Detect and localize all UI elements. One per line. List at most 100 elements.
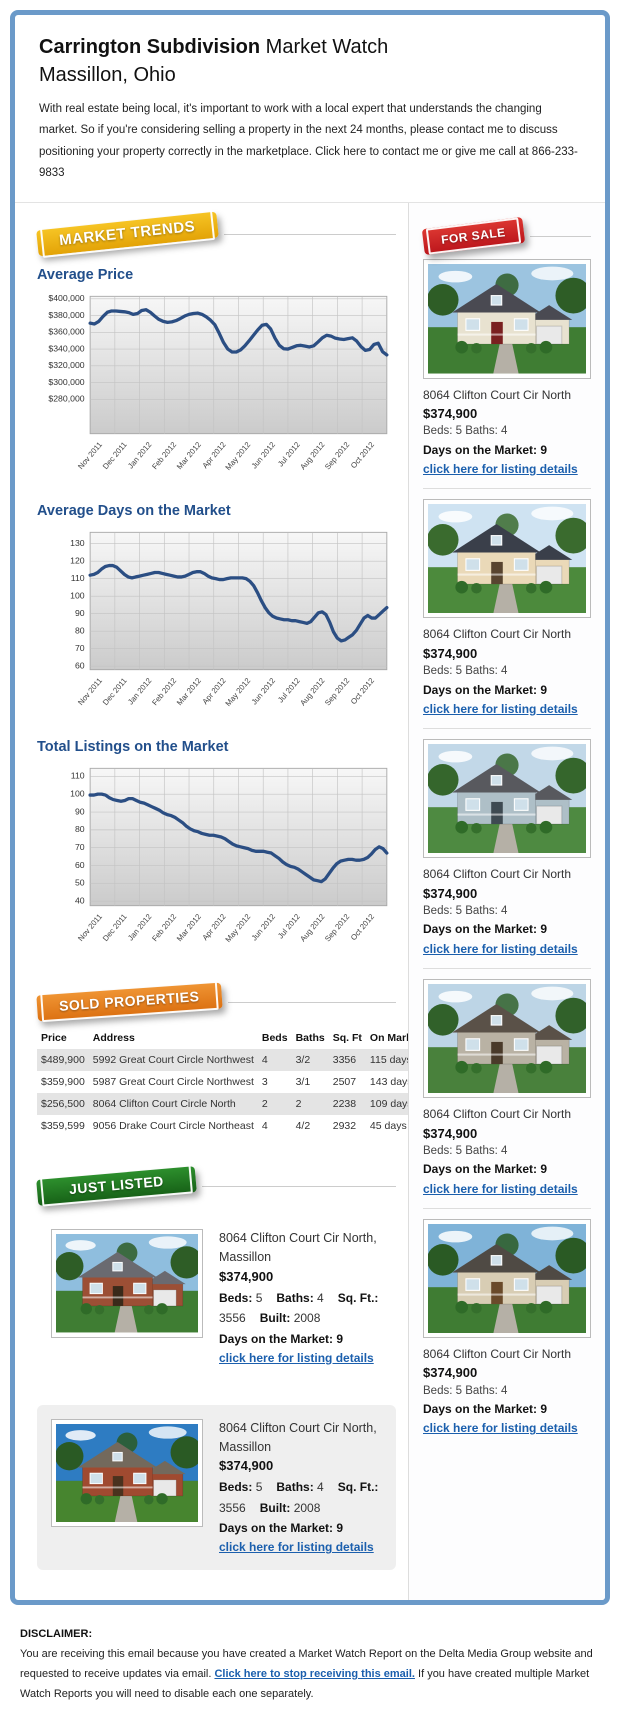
for-sale-section-header: FOR SALE	[421, 217, 591, 256]
market-trends-section-header: MARKET TRENDS	[36, 209, 396, 258]
col-address: Address	[92, 1032, 135, 1045]
svg-text:80: 80	[75, 825, 85, 835]
sold-table-cell: 4	[261, 1054, 268, 1067]
subdivision-name: Carrington Subdivision	[39, 36, 261, 58]
unsubscribe-link[interactable]: Click here to stop receiving this email.	[214, 1668, 415, 1681]
svg-text:Dec 2011: Dec 2011	[101, 676, 129, 707]
svg-text:70: 70	[75, 643, 85, 653]
svg-text:Sep 2012: Sep 2012	[323, 440, 351, 471]
sold-table-cell: 2932	[332, 1120, 357, 1133]
city-state: Massillon, Ohio	[39, 64, 176, 86]
svg-text:Jul 2012: Jul 2012	[276, 440, 302, 468]
listing-spec: Beds: 5	[219, 1290, 263, 1305]
svg-text:110: 110	[71, 573, 85, 583]
listing-details-link[interactable]: click here for listing details	[219, 1350, 374, 1365]
svg-text:120: 120	[70, 556, 85, 566]
sold-properties-badge: SOLD PROPERTIES	[36, 980, 223, 1023]
svg-text:$300,000: $300,000	[48, 377, 84, 387]
svg-text:Jul 2012: Jul 2012	[276, 913, 302, 941]
listing-details-link[interactable]: click here for listing details	[423, 461, 578, 476]
listing-photo[interactable]	[423, 1218, 591, 1339]
page-title: Carrington Subdivision Market Watch Mass…	[39, 33, 581, 89]
listing-spec: Beds: 5	[219, 1480, 263, 1495]
listing-details-link[interactable]: click here for listing details	[423, 1421, 578, 1436]
listing-photo[interactable]	[51, 1229, 203, 1338]
for-sale-badge: FOR SALE	[421, 217, 525, 256]
svg-text:Jun 2012: Jun 2012	[250, 676, 277, 706]
svg-text:100: 100	[70, 591, 85, 601]
total-listings-chart: 40 50 60 70 80 90 100 110 Nov 2011 Dec 2011 Jan 20…	[37, 761, 396, 955]
sold-table-cell: 3	[261, 1076, 268, 1089]
sold-table-cell: 9056 Drake Court Circle Northeast	[92, 1120, 254, 1133]
sold-table-cell: $359,900	[41, 1076, 85, 1089]
listing-days-on-market: Days on the Market: 9	[423, 1162, 548, 1177]
sold-table-cell: 5992 Great Court Circle Northwest	[92, 1054, 254, 1067]
listing-address: 8064 Clifton Court Cir North	[423, 627, 572, 642]
listing-days-on-market: Days on the Market: 9	[423, 922, 548, 937]
listing-price: $374,900	[219, 1458, 274, 1474]
svg-text:Jun 2012: Jun 2012	[250, 440, 277, 470]
svg-text:100: 100	[70, 789, 85, 799]
listing-details-link[interactable]: click here for listing details	[219, 1540, 374, 1555]
listing-price: $374,900	[219, 1268, 274, 1284]
svg-text:Mar 2012: Mar 2012	[175, 913, 203, 944]
svg-text:$380,000: $380,000	[48, 310, 84, 320]
listing-photo[interactable]	[423, 259, 591, 379]
svg-text:Nov 2011: Nov 2011	[76, 676, 104, 707]
svg-text:Dec 2011: Dec 2011	[101, 440, 129, 471]
svg-text:Jun 2012: Jun 2012	[250, 913, 277, 943]
svg-text:Sep 2012: Sep 2012	[323, 676, 351, 707]
listing-photo[interactable]	[423, 738, 591, 859]
listing-spec: Sq. Ft.: 3556	[219, 1480, 379, 1515]
sold-table-cell: $489,900	[41, 1054, 85, 1067]
listing-address: 8064 Clifton Court Cir North	[423, 387, 572, 402]
svg-text:$360,000: $360,000	[48, 327, 84, 337]
listing-details-link[interactable]: click here for listing details	[423, 1181, 578, 1196]
header-divider	[15, 202, 605, 204]
sold-table-cell: 2	[295, 1098, 302, 1111]
sold-properties-table: Price Address Beds Baths Sq. Ft On Marke…	[37, 1027, 485, 1137]
svg-text:Mar 2012: Mar 2012	[175, 440, 203, 471]
svg-text:May 2012: May 2012	[224, 913, 253, 945]
header: Carrington Subdivision Market Watch Mass…	[15, 15, 605, 202]
svg-text:Oct 2012: Oct 2012	[349, 440, 376, 470]
svg-text:Nov 2011: Nov 2011	[76, 440, 104, 471]
svg-text:$400,000: $400,000	[48, 293, 84, 303]
sold-table-cell: 143 days	[369, 1076, 413, 1089]
listing-address: 8064 Clifton Court Cir North	[423, 1107, 572, 1122]
svg-text:80: 80	[75, 626, 85, 636]
svg-text:Feb 2012: Feb 2012	[150, 676, 178, 707]
svg-text:Aug 2012: Aug 2012	[298, 676, 326, 707]
svg-text:Jan 2012: Jan 2012	[126, 676, 153, 706]
listing-spec: Built: 2008	[259, 1311, 321, 1326]
svg-text:60: 60	[75, 661, 85, 671]
listing-details-link[interactable]: click here for listing details	[423, 701, 578, 716]
svg-text:50: 50	[75, 878, 85, 888]
intro-paragraph: With real estate being local, it's impor…	[39, 103, 578, 179]
svg-text:$340,000: $340,000	[48, 343, 84, 353]
svg-text:90: 90	[75, 807, 85, 817]
total-listings-title: Total Listings on the Market	[37, 739, 229, 756]
for-sale-card: 8064 Clifton Court Cir North $374,900 Be…	[423, 738, 591, 969]
svg-text:Sep 2012: Sep 2012	[323, 913, 351, 944]
sold-table-cell: 3/2	[295, 1054, 311, 1067]
listing-beds-baths: Beds: 5 Baths: 4	[423, 1145, 508, 1158]
svg-text:Aug 2012: Aug 2012	[298, 440, 326, 471]
svg-text:May 2012: May 2012	[224, 676, 253, 708]
svg-text:90: 90	[75, 608, 85, 618]
listing-details-link[interactable]: click here for listing details	[423, 941, 578, 956]
listing-address: 8064 Clifton Court Cir North, Massillon	[219, 1231, 377, 1265]
market-trends-badge: MARKET TRENDS	[36, 209, 219, 258]
sold-table-cell: 109 days	[369, 1098, 413, 1111]
sold-table-row: $489,900 5992 Great Court Circle Northwes…	[37, 1049, 485, 1072]
listing-days-on-market: Days on the Market: 9	[219, 1521, 344, 1536]
just-listed-section-header: JUST LISTED	[36, 1163, 396, 1208]
listing-beds-baths: Beds: 5 Baths: 4	[423, 425, 508, 438]
col-baths: Baths	[295, 1032, 325, 1045]
main-column: MARKET TRENDS Average Price $280,000 $300…	[15, 203, 485, 1600]
sold-table-cell: 2507	[332, 1076, 357, 1089]
listing-photo[interactable]	[51, 1418, 203, 1528]
listing-photo[interactable]	[423, 498, 591, 619]
listing-photo[interactable]	[423, 978, 591, 1099]
disclaimer-heading: DISCLAIMER:	[20, 1628, 93, 1641]
